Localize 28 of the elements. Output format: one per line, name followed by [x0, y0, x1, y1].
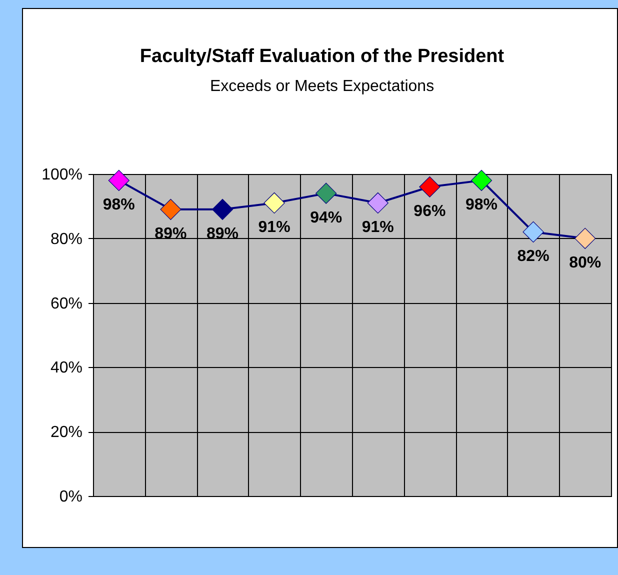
- point: [212, 198, 234, 220]
- point: [574, 228, 596, 249]
- data-label: 98%: [102, 196, 135, 214]
- point: [470, 170, 492, 191]
- data-label: 91%: [362, 218, 394, 236]
- chart-subtitle: Exceeds or Meets Expectations: [210, 78, 434, 95]
- data-label: 89%: [154, 225, 187, 242]
- point: [108, 170, 130, 191]
- y-tick-label: 0%: [59, 488, 82, 506]
- chart-title: Faculty/Staff Evaluation of the President: [140, 46, 505, 67]
- point: [419, 176, 440, 198]
- y-tick-label: 80%: [50, 230, 82, 248]
- data-label: 82%: [517, 248, 550, 265]
- point: [367, 192, 388, 214]
- point: [160, 198, 182, 220]
- point: [264, 192, 285, 214]
- point: [522, 221, 544, 243]
- y-tick-label: 60%: [50, 295, 82, 312]
- data-label: 80%: [569, 254, 602, 272]
- data-label: 96%: [414, 202, 446, 220]
- y-tick-label: 40%: [50, 360, 82, 377]
- data-label: 94%: [310, 209, 342, 226]
- y-tick-label: 20%: [50, 424, 82, 442]
- data-label: 98%: [465, 196, 498, 214]
- y-tick-label: 100%: [42, 166, 82, 184]
- data-label: 89%: [206, 225, 239, 242]
- data-label: 91%: [258, 218, 290, 236]
- point: [316, 182, 337, 204]
